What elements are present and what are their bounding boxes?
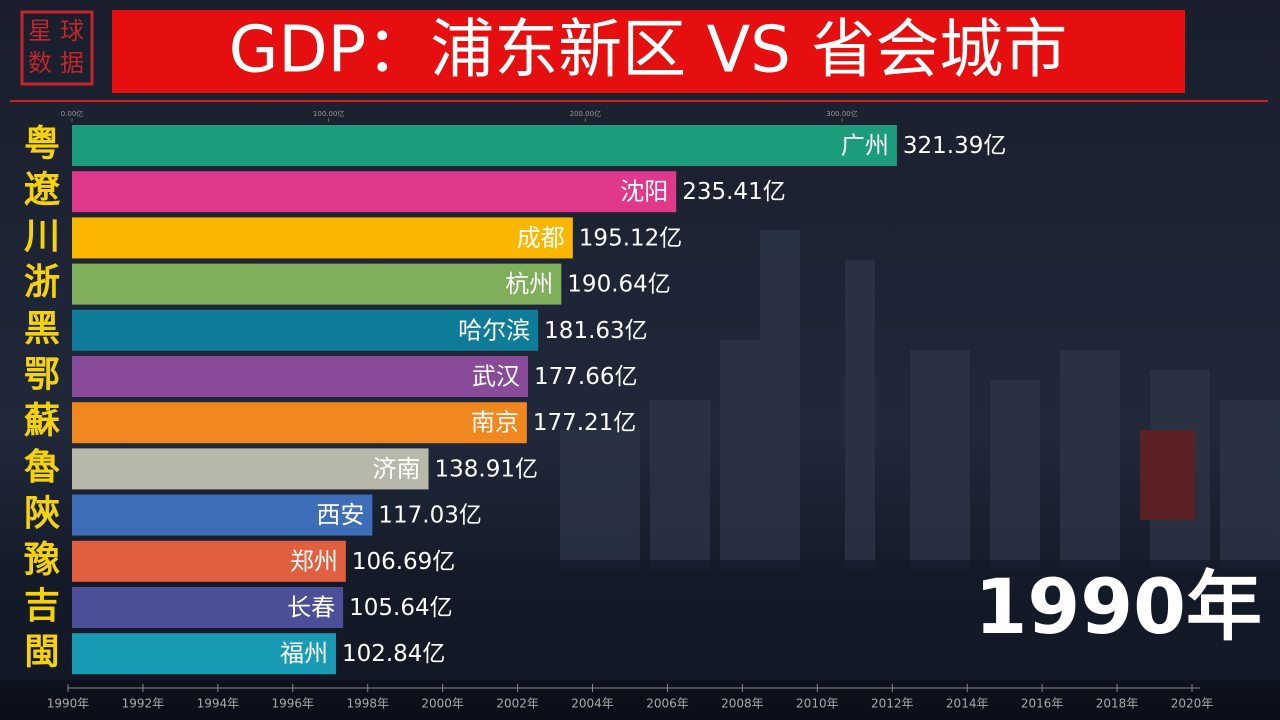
bar — [72, 540, 346, 582]
bar — [72, 125, 897, 166]
x-tick-label: 300.00亿 — [826, 109, 858, 118]
year-label: 1990年 — [974, 562, 1262, 651]
timeline-label: 2020年 — [1171, 697, 1214, 711]
value-label: 138.91亿 — [435, 456, 538, 482]
timeline-label: 2002年 — [496, 697, 539, 711]
category-label: 广州 — [841, 132, 889, 160]
province-label: 閩 — [24, 631, 60, 673]
province-label: 蘇 — [24, 400, 60, 442]
bar — [72, 633, 336, 675]
logo-char: 数 — [28, 49, 52, 77]
logo-char: 球 — [60, 17, 84, 45]
value-label: 106.69亿 — [352, 549, 455, 575]
timeline-label: 1992年 — [122, 697, 165, 711]
timeline-label: 1994年 — [197, 697, 240, 711]
timeline-label: 2016年 — [1021, 697, 1064, 711]
category-label: 郑州 — [290, 547, 338, 575]
category-label: 济南 — [373, 455, 421, 483]
bar — [72, 356, 528, 397]
province-label: 浙 — [24, 261, 60, 303]
category-label: 长春 — [287, 594, 335, 622]
timeline-label: 2004年 — [571, 697, 614, 711]
value-label: 117.03亿 — [378, 503, 481, 529]
logo-char: 据 — [60, 49, 84, 77]
bar — [72, 587, 344, 628]
province-label: 遼 — [24, 169, 61, 211]
x-tick-label: 0.00亿 — [61, 109, 84, 118]
province-label: 粤 — [24, 123, 60, 165]
category-label: 福州 — [280, 640, 328, 668]
category-label: 成都 — [517, 224, 565, 252]
bar — [72, 217, 573, 259]
value-label: 195.12亿 — [579, 225, 682, 251]
category-label: 南京 — [471, 409, 519, 437]
value-label: 105.64亿 — [349, 595, 452, 621]
category-label: 武汉 — [472, 363, 520, 391]
logo-frame — [20, 10, 94, 86]
timeline-label: 2006年 — [646, 697, 689, 711]
province-label: 黑 — [24, 307, 60, 349]
timeline-label: 2014年 — [946, 697, 989, 711]
x-tick-label: 100.00亿 — [313, 109, 345, 118]
bar — [72, 309, 539, 351]
province-label: 豫 — [24, 538, 60, 580]
province-label: 川 — [24, 215, 60, 257]
timeline-label: 1996年 — [272, 697, 315, 711]
logo-char: 星 — [28, 17, 52, 45]
bar — [72, 494, 373, 536]
value-label: 177.21亿 — [533, 410, 636, 436]
timeline-label: 2000年 — [421, 697, 464, 711]
timeline-label: 1990年 — [47, 697, 90, 711]
bar — [72, 263, 562, 305]
category-label: 哈尔滨 — [458, 316, 530, 344]
province-label: 陝 — [24, 492, 60, 534]
title-box — [112, 10, 1185, 93]
province-label: 吉 — [24, 585, 60, 627]
timeline-label: 2008年 — [721, 697, 764, 711]
value-label: 235.41亿 — [682, 179, 785, 205]
value-label: 177.66亿 — [534, 364, 637, 390]
bar — [72, 171, 677, 213]
category-label: 杭州 — [505, 270, 553, 298]
bar — [72, 402, 527, 444]
province-label: 魯 — [24, 446, 60, 488]
value-label: 181.63亿 — [544, 318, 647, 344]
x-tick-label: 200.00亿 — [570, 109, 602, 118]
category-label: 西安 — [316, 501, 364, 529]
timeline-label: 2018年 — [1096, 697, 1139, 711]
value-label: 102.84亿 — [342, 641, 445, 667]
timeline-label: 2010年 — [796, 697, 839, 711]
value-label: 321.39亿 — [903, 133, 1006, 159]
timeline-label: 2012年 — [871, 697, 914, 711]
category-label: 沈阳 — [620, 178, 668, 206]
skyline — [560, 230, 1280, 570]
value-label: 190.64亿 — [567, 272, 670, 298]
chart-title: GDP：浦东新区 VS 省会城市 — [229, 14, 1068, 88]
timeline-label: 1998年 — [346, 697, 389, 711]
bar — [72, 448, 429, 490]
province-label: 鄂 — [24, 354, 60, 396]
